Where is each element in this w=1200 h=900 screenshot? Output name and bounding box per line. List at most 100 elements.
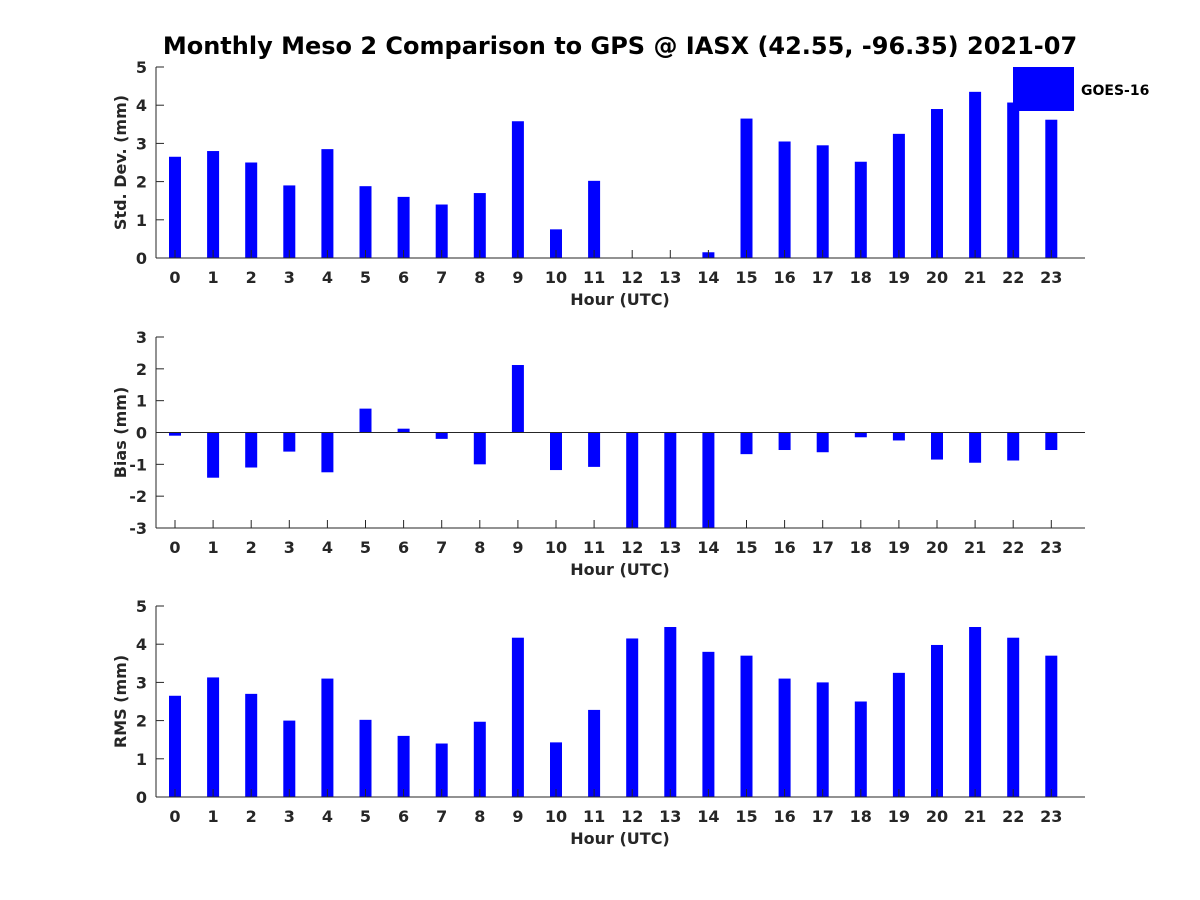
- x-tick-label: 3: [284, 538, 295, 557]
- x-tick-label: 9: [512, 268, 523, 287]
- y-axis-label: RMS (mm): [111, 655, 130, 748]
- bar: [511, 121, 524, 258]
- y-tick-label: -2: [129, 487, 147, 506]
- bar: [931, 644, 943, 797]
- y-tick-label: 5: [136, 58, 147, 77]
- bar: [550, 229, 562, 258]
- bar: [207, 432, 220, 478]
- bar: [283, 720, 296, 797]
- bar: [1007, 102, 1020, 258]
- y-tick-label: 4: [136, 96, 147, 115]
- y-tick-label: 4: [136, 635, 147, 654]
- x-tick-label: 18: [850, 268, 872, 287]
- x-tick-label: 7: [436, 538, 447, 557]
- x-tick-label: 6: [398, 538, 409, 557]
- bar: [702, 432, 715, 528]
- x-tick-label: 23: [1040, 268, 1062, 287]
- bar: [321, 678, 334, 797]
- x-tick-label: 7: [436, 268, 447, 287]
- x-tick-label: 17: [812, 268, 834, 287]
- x-tick-label: 19: [888, 268, 910, 287]
- y-tick-label: 5: [136, 597, 147, 616]
- bar: [626, 638, 639, 797]
- bar: [511, 365, 524, 433]
- x-tick-label: 22: [1002, 807, 1024, 826]
- y-axis-label: Std. Dev. (mm): [111, 95, 130, 230]
- y-tick-label: 3: [136, 673, 147, 692]
- bar: [892, 672, 905, 797]
- x-tick-label: 20: [926, 538, 948, 557]
- x-tick-label: 18: [850, 807, 872, 826]
- legend: GOES-16: [1013, 67, 1149, 111]
- x-tick-label: 8: [474, 268, 485, 287]
- bar: [397, 196, 410, 258]
- bar: [740, 118, 753, 258]
- x-tick-label: 16: [773, 268, 795, 287]
- bar: [321, 149, 334, 258]
- bar: [359, 408, 372, 433]
- y-axis-label: Bias (mm): [111, 387, 130, 479]
- x-tick-label: 4: [322, 538, 333, 557]
- x-tick-label: 17: [812, 807, 834, 826]
- x-tick-label: 15: [735, 807, 757, 826]
- bar: [664, 627, 677, 797]
- x-tick-label: 10: [545, 268, 567, 287]
- bars-rms: [169, 627, 1058, 797]
- x-tick-label: 0: [169, 268, 180, 287]
- y-tick-label: 3: [136, 134, 147, 153]
- x-tick-label: 22: [1002, 268, 1024, 287]
- x-tick-label: 12: [621, 538, 643, 557]
- x-tick-label: 9: [512, 538, 523, 557]
- bar: [245, 693, 258, 797]
- x-tick-label: 23: [1040, 538, 1062, 557]
- bar: [245, 432, 258, 468]
- chart-title: Monthly Meso 2 Comparison to GPS @ IASX …: [163, 32, 1077, 60]
- x-tick-label: 14: [697, 268, 719, 287]
- x-tick-label: 13: [659, 268, 681, 287]
- y-tick-label: 0: [136, 424, 147, 443]
- x-axis-label: Hour (UTC): [570, 290, 670, 309]
- x-axis-label: Hour (UTC): [570, 560, 670, 579]
- x-tick-label: 5: [360, 807, 371, 826]
- bar: [1045, 119, 1058, 258]
- bar: [397, 428, 410, 433]
- x-tick-label: 14: [697, 538, 719, 557]
- x-tick-label: 21: [964, 807, 986, 826]
- x-tick-label: 20: [926, 807, 948, 826]
- bar: [283, 432, 296, 452]
- legend-swatch: [1013, 67, 1074, 111]
- x-tick-label: 7: [436, 807, 447, 826]
- x-tick-label: 20: [926, 268, 948, 287]
- x-tick-label: 2: [246, 268, 257, 287]
- bar: [778, 432, 791, 451]
- bar: [892, 133, 905, 258]
- bar: [473, 721, 486, 797]
- y-tick-label: 0: [136, 788, 147, 807]
- x-tick-label: 10: [545, 538, 567, 557]
- x-tick-label: 21: [964, 538, 986, 557]
- bar: [207, 151, 220, 258]
- y-tick-label: -3: [129, 519, 147, 538]
- x-tick-label: 19: [888, 538, 910, 557]
- x-axis-label: Hour (UTC): [570, 829, 670, 848]
- x-tick-label: 14: [697, 807, 719, 826]
- x-tick-label: 4: [322, 268, 333, 287]
- bar: [169, 432, 181, 436]
- bar: [283, 185, 296, 258]
- x-tick-label: 16: [773, 807, 795, 826]
- x-tick-label: 8: [474, 807, 485, 826]
- bar: [550, 742, 562, 797]
- bar: [816, 682, 829, 797]
- x-tick-label: 11: [583, 807, 605, 826]
- y-tick-label: -1: [129, 455, 147, 474]
- bar: [435, 204, 448, 258]
- x-tick-label: 11: [583, 268, 605, 287]
- x-tick-label: 10: [545, 807, 567, 826]
- bar: [664, 432, 677, 528]
- bar: [969, 91, 982, 258]
